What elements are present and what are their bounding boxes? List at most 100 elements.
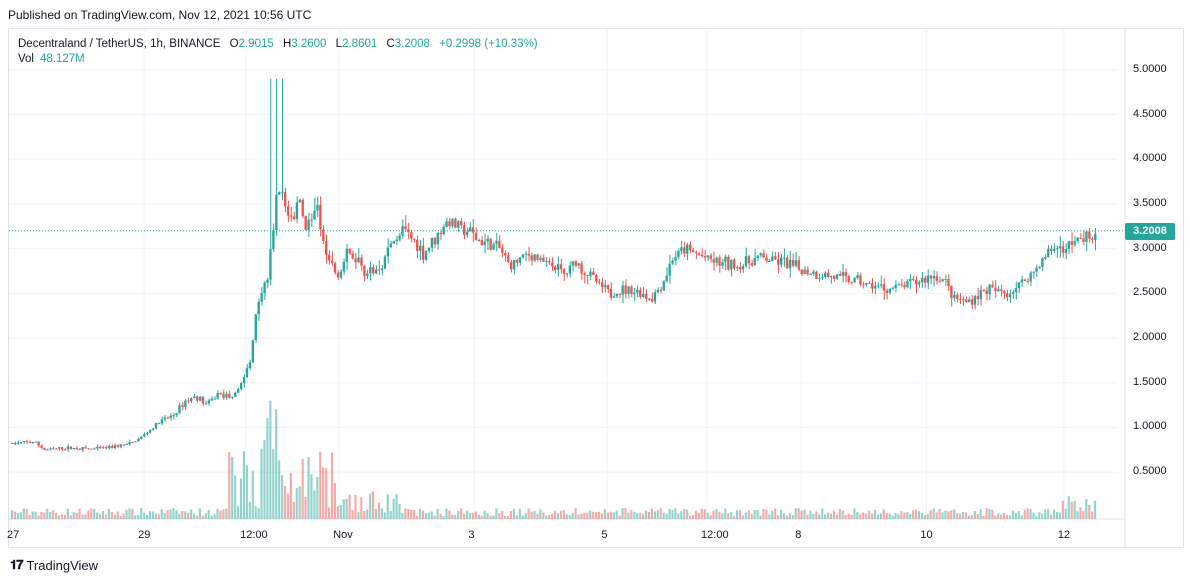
volume-bar	[691, 514, 695, 519]
candle-body	[204, 403, 208, 405]
candle-body	[283, 192, 287, 207]
candle-body	[418, 245, 422, 251]
volume-bar	[920, 513, 924, 519]
candle-body	[366, 273, 369, 276]
candle-body	[172, 415, 175, 417]
volume-bar	[163, 513, 166, 519]
candle-body	[104, 447, 108, 449]
volume-bar	[416, 515, 419, 519]
volume-bar	[548, 515, 551, 519]
volume-bar	[917, 511, 921, 519]
candle-body	[542, 257, 545, 262]
volume-bar	[325, 468, 328, 519]
volume-bar	[967, 515, 970, 519]
volume-bar	[113, 514, 116, 519]
candle-body	[565, 273, 569, 275]
volume-bar	[642, 514, 645, 519]
candle-body	[850, 282, 853, 284]
volume-bar	[624, 508, 627, 519]
candle-body	[680, 247, 683, 251]
candle-body	[389, 243, 392, 248]
volume-bar	[882, 509, 885, 519]
volume-bar	[204, 513, 207, 519]
candle-body	[463, 225, 466, 235]
price-chart[interactable]	[9, 29, 1185, 549]
candle-body	[116, 445, 119, 447]
candle-body	[1067, 241, 1070, 250]
volume-bar	[348, 494, 351, 519]
candle-body	[923, 277, 927, 283]
volume-bar	[650, 508, 653, 519]
volume-bar	[465, 510, 469, 519]
candle-body	[668, 263, 671, 276]
volume-bar	[430, 511, 433, 519]
volume-bar	[824, 514, 827, 519]
candle-body	[806, 269, 809, 275]
volume-bar	[780, 509, 783, 519]
footer-brand[interactable]: 𝟏𝟕 TradingView	[10, 557, 98, 573]
volume-bar	[639, 512, 642, 519]
candle-body	[278, 192, 281, 195]
volume-bar	[554, 510, 557, 519]
candle-body	[436, 232, 439, 245]
candle-body	[468, 227, 472, 232]
volume-bar	[351, 509, 354, 519]
price-tick-label: 4.5000	[1133, 107, 1167, 120]
candle-body	[395, 239, 398, 241]
candle-body	[477, 240, 481, 242]
volume-bar	[407, 508, 410, 519]
candle-body	[821, 277, 824, 279]
volume-bar	[369, 493, 372, 519]
candle-body	[832, 276, 836, 279]
volume-bar	[1061, 500, 1064, 519]
volume-bar	[60, 514, 64, 519]
candle-body	[157, 423, 161, 425]
candle-body	[944, 279, 947, 281]
candle-body	[624, 285, 627, 294]
volume-bar	[850, 514, 853, 519]
candle-body	[812, 271, 815, 274]
candle-body	[1058, 246, 1062, 249]
volume-bar	[504, 515, 507, 519]
candle-body	[166, 417, 169, 419]
candle-body	[530, 255, 533, 261]
candle-body	[656, 289, 660, 293]
volume-bar	[483, 510, 486, 519]
volume-bar	[239, 478, 243, 519]
volume-bar	[556, 513, 560, 519]
volume-bar	[442, 515, 445, 519]
candle-body	[363, 265, 366, 276]
candle-body	[589, 271, 592, 277]
candle-body	[81, 447, 84, 451]
volume-bar	[680, 511, 683, 519]
volume-bar	[621, 508, 624, 519]
candle-body	[480, 240, 483, 246]
volume-bar	[774, 508, 777, 519]
volume-bar	[533, 511, 536, 519]
candle-body	[52, 448, 55, 450]
candle-body	[40, 445, 43, 448]
volume-bar	[401, 513, 404, 519]
candle-body	[1038, 267, 1041, 269]
candle-body	[815, 271, 818, 279]
volume-bar	[13, 511, 17, 519]
candle-body	[251, 340, 255, 363]
volume-bar	[944, 510, 947, 519]
candle-body	[964, 299, 968, 302]
volume-bar	[915, 509, 918, 519]
volume-bar	[838, 508, 841, 519]
candle-body	[495, 240, 498, 244]
candle-body	[137, 438, 140, 442]
candle-body	[512, 260, 516, 270]
candle-body	[583, 273, 586, 276]
volume-bar	[709, 515, 712, 519]
volume-bar	[345, 498, 348, 519]
time-tick-label: 8	[795, 529, 802, 541]
candle-body	[87, 448, 90, 450]
candle-body	[486, 238, 489, 242]
volume-bar	[879, 513, 882, 519]
candle-body	[548, 260, 551, 263]
volume-bar	[219, 510, 222, 519]
volume-bar	[254, 506, 257, 519]
volume-bar	[410, 510, 413, 519]
